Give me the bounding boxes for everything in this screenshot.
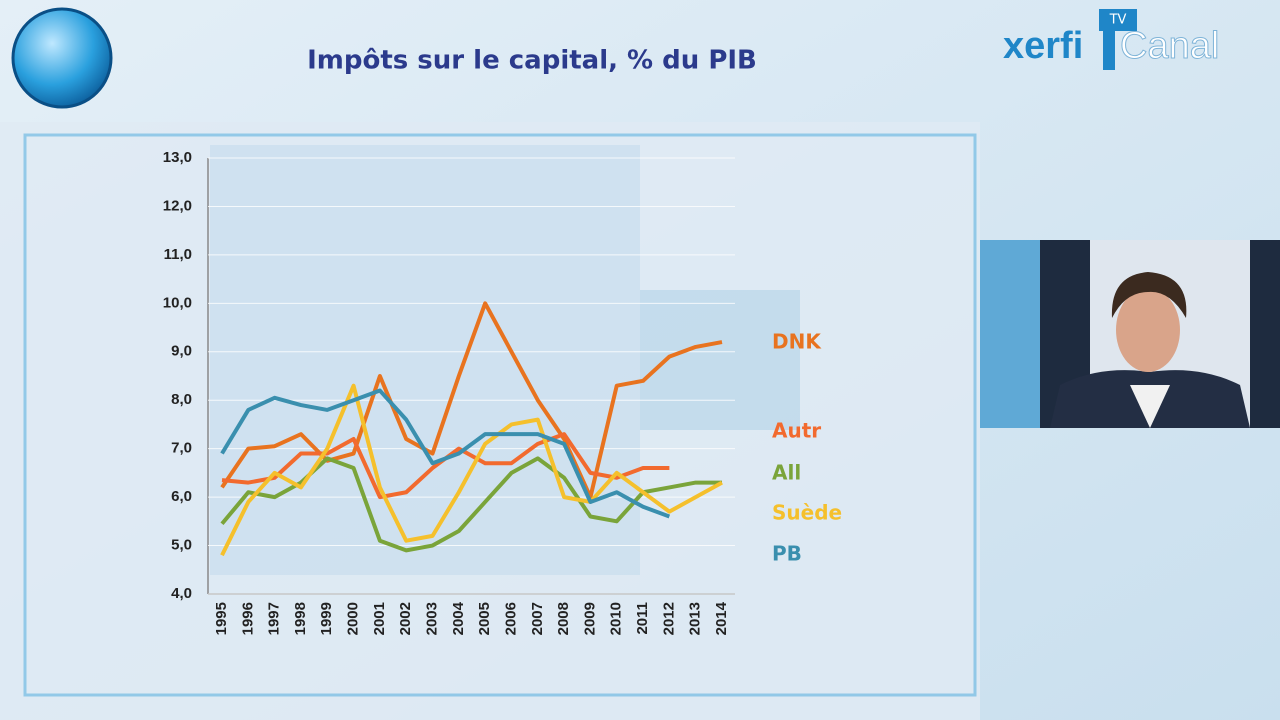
x-tick-label: 2003 — [423, 602, 440, 635]
legend-label: PB — [772, 542, 802, 566]
x-tick-label: 2004 — [450, 601, 467, 635]
chart-title: Impôts sur le capital, % du PIB — [307, 46, 757, 76]
chart-panel — [0, 122, 980, 720]
series-line — [220, 301, 723, 500]
x-tick-label: 2002 — [397, 602, 414, 635]
x-tick-label: 1999 — [318, 602, 335, 635]
x-tick-label: 2001 — [371, 602, 388, 635]
x-tick-label: 1997 — [266, 602, 283, 635]
x-tick-label: 2007 — [529, 602, 546, 635]
x-tick-label: 2013 — [687, 602, 704, 635]
frame — [23, 133, 977, 697]
x-tick-label: 2011 — [634, 602, 651, 635]
x-tick-label: 1995 — [213, 602, 230, 635]
person-hair — [1111, 272, 1187, 318]
video-inset — [980, 240, 1280, 428]
y-tick-label: 12,0 — [163, 197, 192, 214]
decor — [210, 145, 640, 575]
y-tick-label: 11,0 — [164, 246, 192, 263]
x-tick-label: 2010 — [608, 602, 625, 635]
series-line — [220, 383, 723, 557]
legend-label: Suède — [772, 501, 842, 525]
legend-label: All — [772, 461, 801, 485]
y-tick-label: 8,0 — [171, 391, 192, 408]
y-tick-label: 9,0 — [171, 343, 192, 360]
y-tick-label: 5,0 — [171, 537, 192, 554]
x-tick-label: 1998 — [292, 602, 309, 635]
x-tick-label: 2012 — [660, 602, 677, 635]
logo-bar — [1103, 24, 1115, 70]
y-tick-label: 7,0 — [171, 440, 192, 457]
series-line — [220, 388, 671, 519]
y-tick-label: 13,0 — [163, 149, 192, 166]
logo-channel: Canal — [1120, 25, 1219, 67]
x-tick-label: 2005 — [476, 602, 493, 635]
x-tick-label: 2014 — [713, 601, 730, 635]
x-tick-label: 2008 — [555, 602, 572, 635]
logo-badge: TV — [1109, 13, 1127, 28]
globe-logo — [11, 7, 113, 109]
x-tick-label: 1996 — [239, 602, 256, 635]
x-tick-label: 2009 — [581, 602, 598, 635]
person-shirt — [1130, 385, 1170, 428]
logo-brand: xerfi — [1003, 25, 1083, 67]
legend-label: Autr — [772, 419, 821, 443]
legend-label: DNK — [772, 330, 822, 354]
logo-badge-box — [1099, 9, 1137, 31]
y-tick-label: 4,0 — [171, 585, 192, 602]
y-tick-label: 10,0 — [163, 294, 192, 311]
y-tick-label: 6,0 — [171, 488, 192, 505]
x-tick-label: 2006 — [502, 602, 519, 635]
x-tick-label: 2000 — [345, 602, 362, 635]
person-face — [1116, 288, 1180, 372]
